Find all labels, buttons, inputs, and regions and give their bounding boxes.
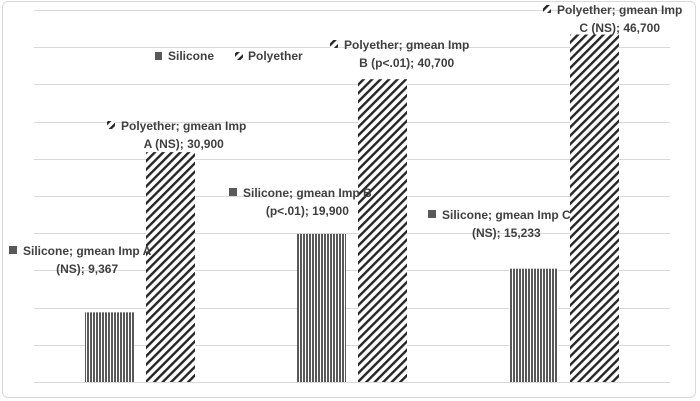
bar-polyether-2 [358,79,407,382]
data-label-line: Silicone; gmean Imp A [23,244,152,258]
data-label-polyether-1: Polyether; gmean Imp A (NS); 30,900 [107,119,246,151]
data-label-line: Polyether; gmean Imp [344,38,469,52]
bar-polyether-3 [570,34,619,382]
label-key-square-icon [428,210,436,218]
legend-label: Polyether [248,49,303,63]
data-label-line: (NS); 9,367 [56,262,118,276]
legend-label: Silicone [168,49,214,63]
data-label-line: Silicone; gmean Imp C [442,208,571,222]
bar-silicone-3 [509,268,558,382]
legend-swatch-icon [235,52,243,60]
data-label-polyether-3: Polyether; gmean Imp C (NS); 46,700 [543,3,682,35]
legend: Silicone Polyether [155,49,303,63]
data-label-line: C (NS); 46,700 [579,21,660,35]
data-label-line: B (p<.01); 40,700 [359,56,454,70]
data-label-line: A (NS); 30,900 [144,137,225,151]
bar-silicone-1 [85,312,134,382]
legend-item-silicone: Silicone [155,49,214,63]
label-key-diagonal-icon [107,121,115,129]
data-label-line: (NS); 15,233 [472,226,541,240]
data-label-silicone-2: Silicone; gmean Imp B (p<.01); 19,900 [229,186,372,218]
bar-silicone-2 [297,233,346,382]
legend-item-polyether: Polyether [235,49,303,63]
legend-swatch-icon [155,52,162,60]
label-key-square-icon [9,246,17,254]
label-key-diagonal-icon [330,40,338,48]
data-label-silicone-3: Silicone; gmean Imp C (NS); 15,233 [428,208,571,240]
data-label-silicone-1: Silicone; gmean Imp A (NS); 9,367 [9,244,152,276]
bar-polyether-1 [146,152,195,382]
data-label-line: Silicone; gmean Imp B [243,186,372,200]
label-key-diagonal-icon [543,5,551,13]
data-label-polyether-2: Polyether; gmean Imp B (p<.01); 40,700 [330,38,469,70]
data-label-line: Polyether; gmean Imp [121,119,246,133]
data-labels: Silicone; gmean Imp A(NS); 9,367Silicone… [9,3,682,276]
data-label-line: (p<.01); 19,900 [266,204,349,218]
bars [85,34,619,382]
data-label-line: Polyether; gmean Imp [557,3,682,17]
gridlines [34,10,670,383]
label-key-square-icon [229,188,237,196]
